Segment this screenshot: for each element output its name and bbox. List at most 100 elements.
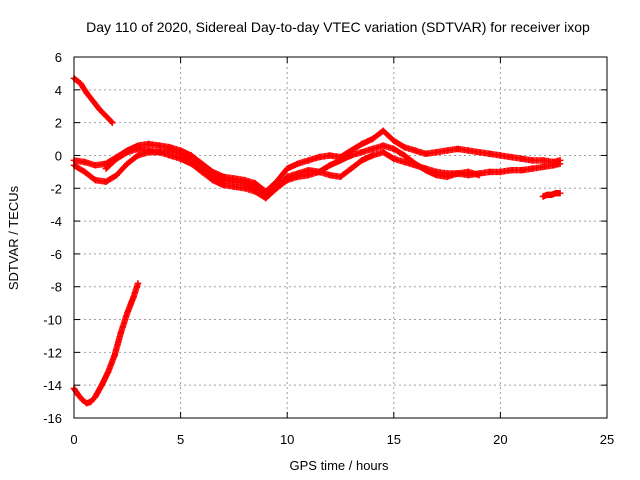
data-point: [209, 176, 216, 184]
data-point: [96, 106, 103, 113]
y-tick-label: -2: [50, 181, 62, 196]
data-point: [166, 152, 174, 159]
data-point: [443, 147, 451, 154]
data-point: [390, 145, 397, 153]
x-tick-label: 0: [70, 432, 77, 447]
data-point: [401, 144, 408, 151]
chart-title: Day 110 of 2020, Sidereal Day-to-day VTE…: [86, 19, 590, 35]
data-point: [486, 168, 493, 176]
data-point: [475, 171, 483, 179]
data-point: [220, 173, 227, 180]
series-arc-a: [70, 75, 116, 126]
data-point: [433, 148, 440, 156]
data-point: [262, 188, 270, 195]
data-point: [134, 152, 142, 159]
data-point: [92, 393, 99, 400]
data-point: [81, 158, 88, 166]
data-point: [518, 167, 525, 174]
x-axis-label: GPS time / hours: [290, 458, 389, 473]
y-axis-label: SDTVAR / TECUs: [6, 185, 21, 290]
series-markers: [70, 127, 564, 195]
data-point: [411, 147, 419, 154]
data-point: [102, 112, 110, 120]
data-point: [454, 170, 461, 177]
data-point: [433, 171, 440, 179]
axis-ticks: 0 5 10 15 20 25 -16 -14 -12 -10 -8 -6 -4 -2 0 2 4 6: [43, 50, 614, 447]
data-point: [369, 145, 376, 153]
data-point: [124, 160, 131, 167]
x-tick-label: 25: [600, 432, 614, 447]
data-point: [273, 185, 280, 192]
data-point: [111, 352, 118, 359]
data-point: [358, 140, 366, 148]
data-point: [497, 168, 504, 176]
y-tick-label: 2: [55, 116, 62, 131]
data-point: [294, 173, 302, 180]
x-tick-label: 5: [177, 432, 184, 447]
y-tick-label: 6: [55, 50, 62, 65]
y-tick-label: -16: [43, 411, 62, 426]
data-point: [443, 173, 451, 180]
data-point: [89, 98, 97, 105]
data-point: [556, 157, 564, 164]
data-point: [326, 152, 334, 159]
series-markers: [70, 280, 142, 407]
data-point: [507, 153, 515, 161]
y-tick-label: -12: [43, 345, 62, 360]
data-point: [401, 158, 408, 166]
data-point: [145, 140, 152, 148]
grid-lines: [74, 57, 607, 418]
data-point: [454, 145, 461, 153]
x-tick-label: 20: [493, 432, 507, 447]
data-point: [87, 398, 95, 405]
data-point: [273, 178, 280, 185]
data-point: [124, 148, 131, 156]
data-point: [83, 400, 90, 407]
data-point: [465, 147, 472, 154]
data-point: [358, 157, 366, 164]
data-point: [529, 165, 536, 172]
data-point: [113, 155, 120, 162]
data-point: [113, 171, 120, 179]
data-point: [188, 152, 195, 159]
data-point: [188, 160, 195, 167]
data-point: [548, 191, 555, 199]
y-tick-label: 4: [55, 83, 62, 98]
data-point: [315, 153, 323, 161]
data-point: [347, 165, 355, 172]
data-point: [156, 148, 163, 156]
data-point: [422, 150, 429, 158]
data-point: [102, 178, 110, 185]
data-point: [539, 163, 547, 171]
data-point: [130, 293, 137, 300]
data-point: [92, 176, 99, 184]
data-point: [422, 167, 429, 174]
data-point: [198, 168, 206, 176]
data-point: [241, 185, 248, 192]
data-point: [241, 176, 248, 184]
data-point: [92, 162, 99, 169]
data-point: [465, 168, 472, 176]
y-tick-label: -8: [50, 280, 62, 295]
x-tick-label: 10: [280, 432, 294, 447]
data-point: [198, 160, 206, 167]
data-point: [230, 183, 238, 190]
data-point: [109, 119, 116, 126]
data-point: [337, 157, 344, 164]
data-point: [79, 396, 86, 404]
data-point: [390, 155, 397, 162]
plot-frame: [73, 56, 608, 419]
data-point: [556, 189, 564, 197]
data-point: [262, 194, 270, 202]
data-point: [102, 165, 110, 172]
data-point: [145, 147, 152, 154]
data-point: [230, 175, 238, 182]
data-point: [98, 381, 105, 389]
data-point: [117, 329, 125, 336]
data-point: [75, 391, 82, 399]
data-point: [379, 127, 387, 135]
x-tick-label: 15: [387, 432, 401, 447]
data-point: [379, 142, 387, 149]
data-point: [486, 150, 493, 158]
